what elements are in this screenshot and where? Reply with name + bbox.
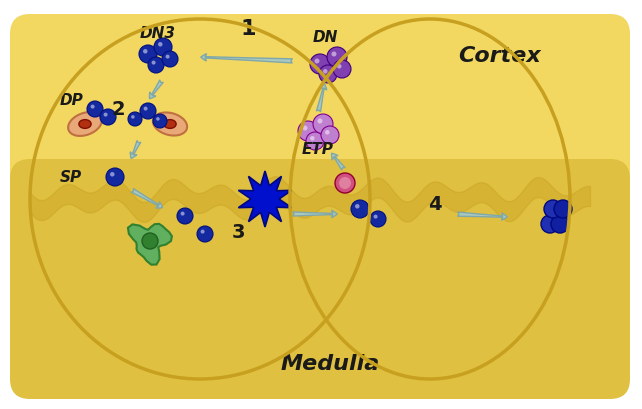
Circle shape <box>166 56 169 59</box>
Circle shape <box>154 39 172 57</box>
Ellipse shape <box>164 120 176 129</box>
Circle shape <box>333 61 351 79</box>
Circle shape <box>142 234 158 249</box>
Circle shape <box>327 48 347 68</box>
FancyBboxPatch shape <box>200 180 430 379</box>
Text: Medulla: Medulla <box>281 353 379 373</box>
Circle shape <box>156 118 160 121</box>
Circle shape <box>321 127 339 145</box>
Circle shape <box>370 211 386 227</box>
Circle shape <box>148 58 164 74</box>
Circle shape <box>87 102 103 118</box>
Text: 2: 2 <box>111 100 125 119</box>
Circle shape <box>197 227 213 243</box>
Circle shape <box>131 116 135 119</box>
Circle shape <box>544 200 562 218</box>
Circle shape <box>302 126 308 131</box>
Circle shape <box>106 169 124 187</box>
Text: DN: DN <box>312 30 338 45</box>
Circle shape <box>306 133 324 151</box>
Circle shape <box>337 65 342 70</box>
Circle shape <box>200 230 205 234</box>
Circle shape <box>144 107 148 111</box>
Circle shape <box>541 216 559 234</box>
Circle shape <box>110 173 114 177</box>
Circle shape <box>554 200 572 218</box>
Text: 4: 4 <box>428 195 442 213</box>
Circle shape <box>318 119 322 124</box>
Ellipse shape <box>153 113 187 136</box>
Circle shape <box>180 212 185 216</box>
Ellipse shape <box>290 20 570 379</box>
Circle shape <box>335 173 355 193</box>
Ellipse shape <box>68 113 102 137</box>
Ellipse shape <box>79 120 91 129</box>
Circle shape <box>310 55 330 75</box>
Text: Cortex: Cortex <box>458 46 541 66</box>
Circle shape <box>551 216 569 234</box>
Circle shape <box>100 110 116 126</box>
Circle shape <box>298 122 318 142</box>
Circle shape <box>313 115 333 135</box>
Polygon shape <box>238 172 291 227</box>
Circle shape <box>315 59 320 64</box>
Text: ETP: ETP <box>302 142 334 157</box>
Circle shape <box>323 70 327 74</box>
Circle shape <box>143 50 148 54</box>
Polygon shape <box>200 180 430 379</box>
Text: DN3: DN3 <box>140 26 176 41</box>
Circle shape <box>374 215 377 219</box>
Circle shape <box>339 178 351 189</box>
Circle shape <box>177 209 193 225</box>
Circle shape <box>103 113 108 117</box>
FancyBboxPatch shape <box>10 15 630 209</box>
Circle shape <box>153 115 167 129</box>
Circle shape <box>162 52 178 68</box>
Text: 1: 1 <box>240 19 256 39</box>
Text: 3: 3 <box>231 222 245 241</box>
Circle shape <box>331 52 336 57</box>
Circle shape <box>310 137 315 141</box>
Circle shape <box>355 204 360 209</box>
Text: DP: DP <box>60 93 83 108</box>
Circle shape <box>319 66 337 84</box>
FancyBboxPatch shape <box>10 160 630 399</box>
Circle shape <box>158 43 162 47</box>
Polygon shape <box>128 224 172 265</box>
Ellipse shape <box>30 20 370 379</box>
Circle shape <box>152 61 155 65</box>
Circle shape <box>139 46 157 64</box>
Circle shape <box>140 104 156 120</box>
Text: SP: SP <box>60 170 82 184</box>
Circle shape <box>325 131 329 135</box>
Circle shape <box>128 113 142 127</box>
Circle shape <box>351 200 369 218</box>
Circle shape <box>91 106 94 109</box>
